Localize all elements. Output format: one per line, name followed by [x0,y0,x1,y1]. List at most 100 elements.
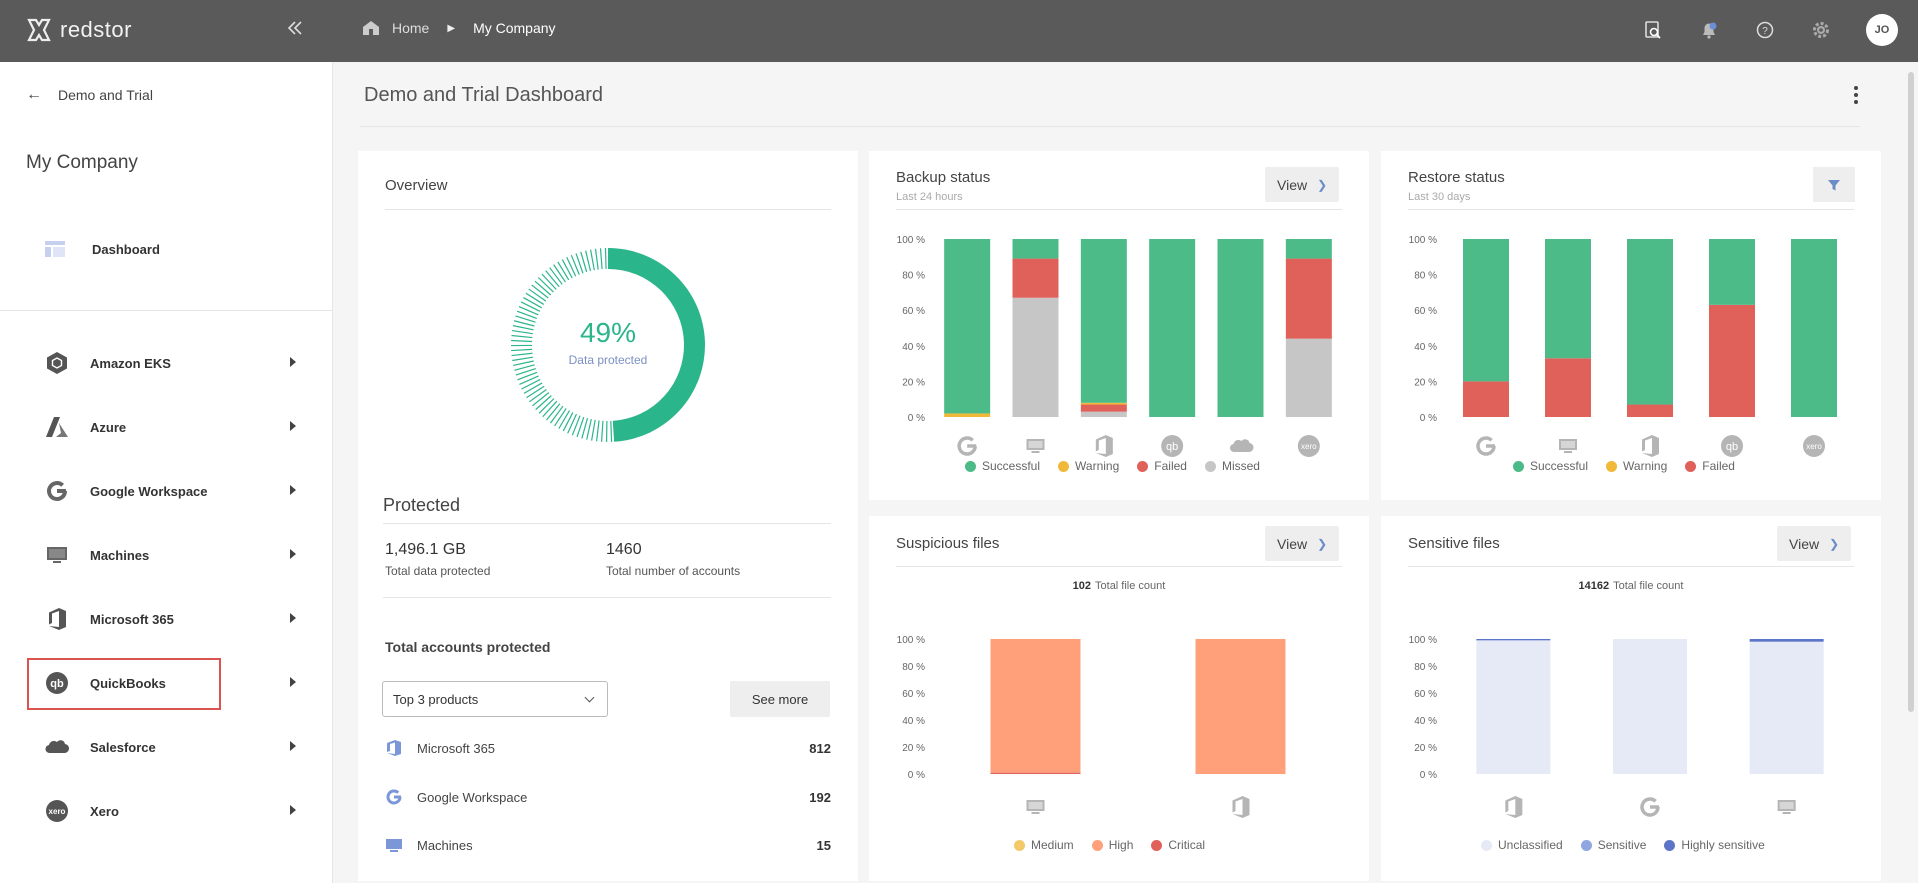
legend-item[interactable]: High [1091,838,1133,852]
search-document-icon [1645,21,1661,39]
sidebar-item-xero[interactable]: xero Xero [44,797,296,825]
suspicious-view-button[interactable]: View ❯ [1265,526,1340,561]
donut-hatch-tick [518,305,539,316]
scrollbar[interactable] [1908,72,1914,712]
legend-item[interactable]: Successful [1513,459,1588,473]
search-button[interactable] [1642,19,1664,41]
product-select[interactable]: Top 3 products [382,681,608,717]
back-link[interactable]: ← Demo and Trial [26,86,153,104]
bar-segment-failed[interactable] [1080,404,1127,412]
donut-chart [510,248,705,442]
bar-segment-missed[interactable] [1285,338,1332,417]
donut-hatch-tick [570,254,580,275]
y-tick-label: 60 % [1414,306,1437,317]
bar-segment-failed[interactable] [1545,358,1591,417]
bar-segment-failed[interactable] [1463,381,1509,417]
office-icon [387,740,401,756]
bar-segment-failed[interactable] [1627,404,1673,417]
bar-segment-successful[interactable] [1217,239,1264,417]
bar-segment-warning[interactable] [1080,402,1127,405]
bar-segment-successful[interactable] [1149,239,1196,417]
bar-segment-successful[interactable] [1012,239,1059,259]
help-button[interactable]: ? [1754,19,1776,41]
restore-filter-button[interactable] [1813,167,1855,202]
bar-segment-unclassified[interactable] [1749,641,1824,774]
legend-label: Sensitive [1597,838,1647,852]
dashboard-icon [45,241,65,257]
backup-view-button[interactable]: View ❯ [1265,167,1340,202]
bar-segment-failed[interactable] [1285,258,1332,339]
y-tick-label: 80 % [1414,662,1437,673]
bar-segment-successful[interactable] [1627,239,1673,405]
sidebar-item-machines[interactable]: Machines [44,541,296,569]
legend-item[interactable]: Failed [1137,459,1187,473]
bar-segment-highly-sensitive[interactable] [1476,639,1551,641]
donut-hatch-tick [511,339,533,343]
protection-donut: 49% Data protected [508,245,708,445]
sidebar-item-quickbooks[interactable]: qb QuickBooks [44,669,296,697]
sidebar-item-google-workspace[interactable]: Google Workspace [44,477,296,505]
top-bar: redstor Home ▶ My Company [0,0,1918,62]
legend-item[interactable]: Unclassified [1481,838,1563,852]
settings-button[interactable] [1810,19,1832,41]
sidebar-item-microsoft-365[interactable]: Microsoft 365 [44,605,296,633]
bar-segment-missed[interactable] [1080,411,1127,417]
legend-item[interactable]: Warning [1606,459,1667,473]
page-title: Demo and Trial Dashboard [364,84,604,106]
bar-segment-successful[interactable] [1791,239,1837,417]
sensitive-view-button[interactable]: View ❯ [1777,526,1852,561]
notifications-button[interactable] [1698,19,1720,41]
bar-segment-high[interactable] [990,639,1081,773]
bar-segment-failed[interactable] [1012,258,1059,298]
bar-segment-successful[interactable] [1709,239,1755,305]
legend-item[interactable]: Missed [1204,459,1260,473]
bar-segment-successful[interactable] [1285,239,1332,259]
legend-label: Missed [1221,459,1260,473]
sidebar-item-label: Xero [90,803,119,819]
user-avatar[interactable]: JO [1866,14,1898,46]
legend-item[interactable]: Medium [1014,838,1074,852]
sidebar-item-amazon-eks[interactable]: Amazon EKS [44,349,296,377]
legend-item[interactable]: Critical [1151,838,1205,852]
legend-dot [1058,460,1070,472]
breadcrumb-home[interactable]: Home [392,20,430,36]
legend-label: Medium [1031,838,1074,852]
bar-segment-critical[interactable] [990,772,1081,774]
more-options-button[interactable] [1854,86,1858,104]
collapse-sidebar-button[interactable] [285,18,305,44]
google-icon [386,789,402,805]
bar-segment-unclassified[interactable] [1476,640,1551,774]
legend-item[interactable]: Highly sensitive [1664,838,1765,852]
caret-right-icon [290,805,296,815]
svg-text:qb: qb [1166,441,1178,453]
donut-hatch-tick [595,420,600,442]
bar-segment-successful[interactable] [1080,239,1127,403]
donut-hatch-tick [604,248,607,270]
sidebar-item-salesforce[interactable]: Salesforce [44,733,296,761]
donut-hatch-tick [529,389,547,403]
bar-segment-successful[interactable] [1463,239,1509,382]
suspicious-count-value: 102 [1072,580,1092,592]
legend-item[interactable]: Warning [1058,459,1119,473]
legend-item[interactable]: Successful [965,459,1040,473]
bar-segment-successful[interactable] [1545,239,1591,359]
sidebar-item-dashboard[interactable]: Dashboard [44,240,160,258]
legend-item[interactable]: Failed [1685,459,1735,473]
sidebar-item-azure[interactable]: Azure [44,413,296,441]
account-row: Machines 15 [385,835,831,855]
bar-segment-unclassified[interactable] [1613,639,1687,774]
bar-segment-successful[interactable] [944,239,991,414]
bar-segment-highly-sensitive[interactable] [1749,639,1824,642]
legend-dot [1014,839,1025,851]
bar-segment-high[interactable] [1195,639,1286,774]
bar-segment-failed[interactable] [1709,304,1755,417]
bar-segment-warning[interactable] [944,413,991,417]
bar-segment-missed[interactable] [1012,297,1059,417]
legend-item[interactable]: Sensitive [1580,838,1647,852]
filter-icon [1828,179,1840,190]
donut-hatch-tick [594,248,599,270]
redstor-logo[interactable]: redstor [26,17,132,43]
see-more-button[interactable]: See more [730,681,830,717]
donut-hatch-tick [549,405,564,424]
microsoft-365-icon [1505,796,1523,818]
